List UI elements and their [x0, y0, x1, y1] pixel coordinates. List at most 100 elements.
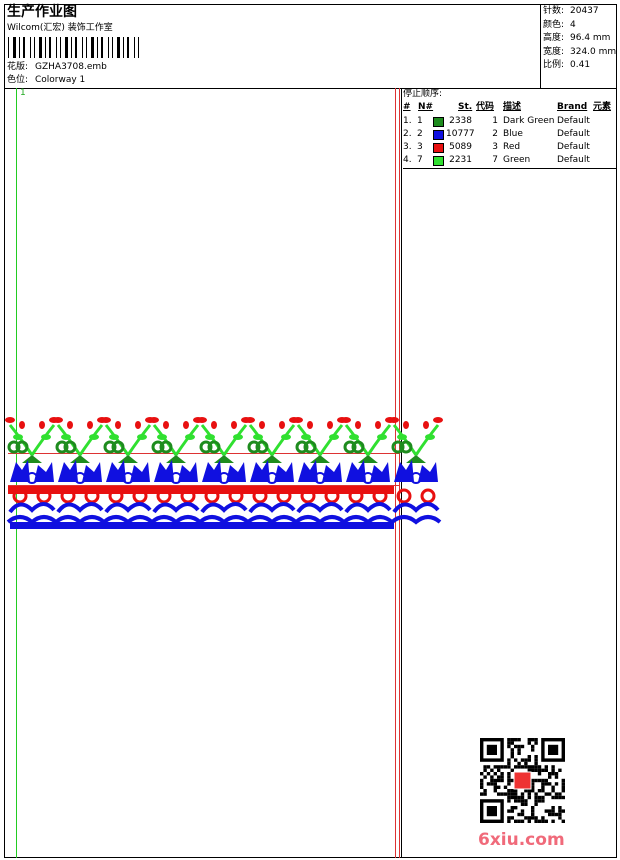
qr-module	[541, 795, 545, 800]
leaf	[157, 434, 167, 440]
qr-module	[507, 816, 511, 820]
bud	[433, 417, 443, 423]
colorway-label: 色位:	[7, 75, 29, 85]
row-num: 3.	[403, 142, 412, 152]
bud	[115, 421, 121, 429]
color-swatch	[433, 156, 444, 166]
leaf	[233, 434, 243, 440]
qr-module	[524, 765, 528, 769]
qr-module	[500, 772, 504, 776]
bar-stripe	[65, 37, 68, 58]
blue-loop	[170, 472, 182, 484]
qr-module	[500, 765, 504, 769]
qr-module	[527, 765, 531, 769]
qr-module	[534, 792, 538, 796]
table-header: Brand	[557, 102, 588, 112]
blue-motif	[154, 460, 174, 482]
qr-module	[551, 795, 555, 800]
row-needle: 1	[417, 116, 423, 126]
bar-stripe	[127, 37, 129, 58]
qr-module	[551, 819, 555, 823]
blue-wave	[390, 515, 442, 525]
swirl	[255, 440, 269, 454]
qr-module	[507, 792, 511, 796]
qr-module	[507, 744, 511, 749]
bar-stripe	[101, 37, 103, 58]
qr-module	[524, 789, 528, 793]
bar-stripe	[82, 37, 83, 58]
qr-module	[503, 765, 508, 769]
blue-wave	[246, 515, 298, 525]
stem	[262, 455, 282, 463]
blue-motif	[418, 462, 438, 482]
row-needle: 2	[417, 129, 423, 139]
swirl	[199, 440, 213, 454]
qr-module	[527, 738, 531, 742]
leaf	[366, 424, 392, 456]
swirl	[207, 440, 221, 454]
qr-module	[514, 799, 518, 803]
qr-module	[520, 795, 525, 800]
qr-module	[524, 802, 528, 806]
blue-motif	[202, 460, 222, 482]
bud	[231, 421, 237, 429]
bar-stripe	[39, 37, 42, 58]
qr-module	[510, 816, 514, 820]
qr-module	[514, 744, 518, 749]
blue-loop	[74, 472, 86, 484]
red-band	[8, 486, 394, 494]
qr-module	[480, 792, 484, 796]
bar-stripe	[75, 37, 77, 58]
qr-module	[486, 782, 491, 786]
qr-module	[507, 758, 511, 762]
qr-module	[548, 775, 552, 779]
qr-module	[551, 772, 555, 776]
table-header: St.	[458, 102, 473, 112]
blue-wave	[102, 515, 154, 525]
qr-module	[490, 775, 494, 779]
qr-module	[517, 812, 521, 817]
qr-module	[507, 775, 511, 779]
qr-module	[507, 789, 511, 793]
stem	[166, 455, 186, 463]
qr-module	[558, 809, 562, 813]
swirl	[351, 440, 365, 454]
qr-module	[520, 799, 525, 803]
leaf	[109, 434, 119, 440]
qr-module	[534, 761, 538, 766]
leaf	[152, 424, 178, 456]
row-num: 4.	[403, 155, 412, 165]
qr-module	[517, 744, 521, 749]
blue-motif	[82, 462, 102, 482]
leaf	[318, 424, 344, 456]
leaf	[104, 424, 130, 456]
blue-swirl	[248, 502, 296, 514]
swirl	[399, 440, 413, 454]
leaf	[89, 434, 99, 440]
qr-module	[527, 819, 531, 823]
qr-module	[486, 772, 491, 776]
bud	[389, 417, 399, 423]
blue-motif	[226, 462, 246, 482]
row-desc: Blue	[503, 129, 523, 139]
bud	[53, 417, 63, 423]
qr-module	[534, 768, 538, 772]
leaf	[281, 434, 291, 440]
bar-stripe	[108, 37, 109, 58]
qr-module	[520, 758, 525, 762]
table-header: #	[403, 102, 411, 112]
bud	[293, 417, 303, 423]
qr-module	[507, 738, 511, 742]
qr-module	[510, 741, 514, 745]
qr-module	[510, 748, 514, 752]
stem	[358, 455, 378, 463]
qr-module	[534, 741, 538, 745]
qr-module	[561, 785, 565, 789]
qr-module	[493, 778, 497, 783]
bar-stripe	[45, 37, 46, 58]
blue-swirl	[296, 502, 344, 514]
qr-module	[537, 778, 542, 783]
swirl	[159, 440, 173, 454]
leaf	[137, 434, 147, 440]
table-header: 代码	[476, 102, 495, 112]
